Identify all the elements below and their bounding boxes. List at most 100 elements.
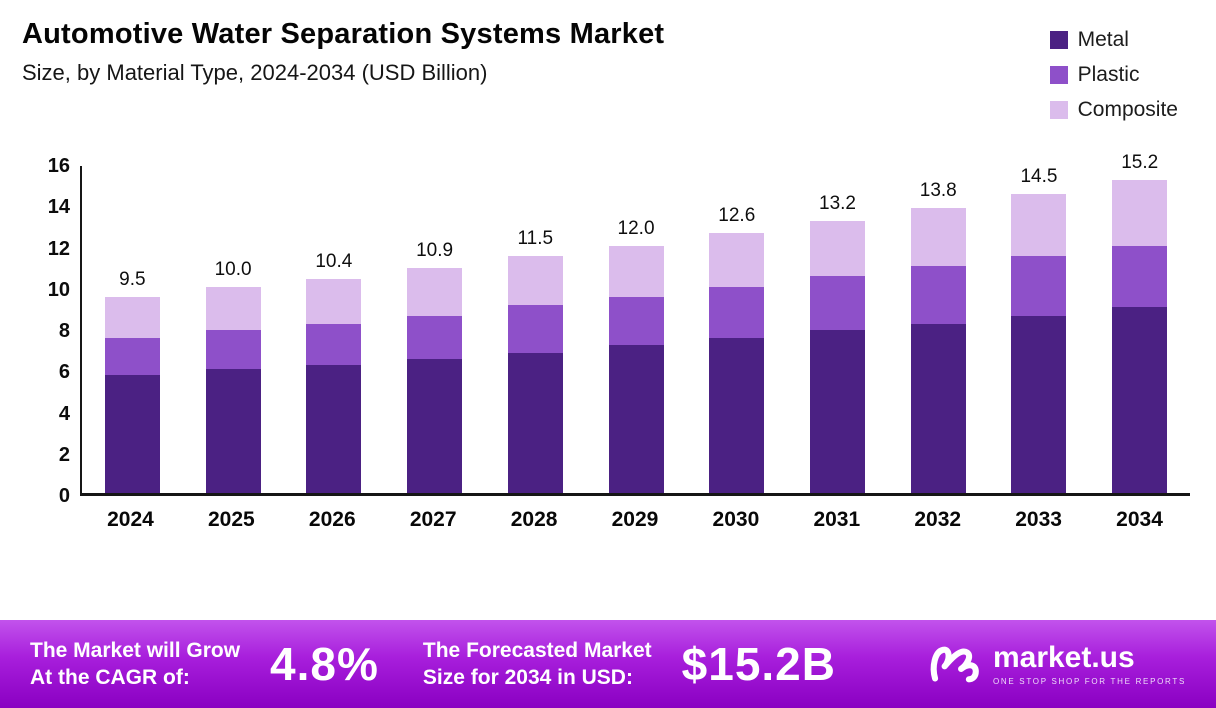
segment-plastic <box>709 286 765 339</box>
segment-composite <box>306 278 362 324</box>
bar-column: 12.0 <box>586 166 687 493</box>
cagr-label: The Market will Grow At the CAGR of: <box>30 637 240 692</box>
bar-total-label: 15.2 <box>1121 151 1159 173</box>
legend: Metal Plastic Composite <box>1049 28 1178 122</box>
cagr-label-line1: The Market will Grow <box>30 638 241 662</box>
segment-metal <box>104 375 160 493</box>
bar-total-label: 10.9 <box>416 240 454 262</box>
segment-plastic <box>1011 255 1067 316</box>
y-tick-label: 2 <box>58 443 70 466</box>
plot-area: 9.5 10.0 10.4 10.9 11.5 12.0 12.6 13.2 13.8 14.5 1… <box>80 152 1190 496</box>
segment-composite <box>608 245 664 298</box>
segment-composite <box>104 297 160 339</box>
legend-label-composite: Composite <box>1077 98 1178 121</box>
bar-total-label: 12.0 <box>617 217 655 239</box>
cagr-value: 4.8% <box>270 638 379 690</box>
x-tick-label: 2030 <box>712 508 760 531</box>
segment-composite <box>910 208 966 267</box>
legend-swatch-metal <box>1049 31 1068 49</box>
bar-total-label: 13.2 <box>819 192 856 214</box>
marketus-logo: market.us ONE STOP SHOP FOR THE REPORTS <box>929 640 1186 689</box>
bar-total-label: 11.5 <box>517 227 554 249</box>
marketus-logo-tagline: ONE STOP SHOP FOR THE REPORTS <box>992 676 1186 686</box>
stacked-bar <box>205 286 261 493</box>
y-tick-label: 16 <box>47 155 70 177</box>
page-title: Automotive Water Separation Systems Mark… <box>22 18 665 50</box>
segment-plastic <box>205 330 261 370</box>
stacked-bar <box>104 297 160 493</box>
stacked-bar <box>608 245 664 493</box>
bar-column: 10.4 <box>283 166 384 493</box>
legend-item-metal: Metal <box>1049 28 1178 52</box>
bar-column: 14.5 <box>989 166 1090 493</box>
bar-total-label: 9.5 <box>119 269 146 291</box>
bar-column: 10.9 <box>384 166 485 493</box>
segment-metal <box>910 323 966 493</box>
bar-total-label: 10.0 <box>214 258 252 280</box>
y-tick-label: 0 <box>58 485 70 507</box>
segment-plastic <box>910 266 966 324</box>
segment-composite <box>709 233 765 287</box>
x-tick-label: 2033 <box>1015 508 1062 531</box>
stacked-bar <box>1112 179 1168 493</box>
segment-composite <box>407 268 463 316</box>
segment-metal <box>306 365 362 493</box>
stacked-bar <box>709 233 765 493</box>
x-tick-label: 2025 <box>208 508 255 531</box>
segment-composite <box>810 220 865 277</box>
stacked-bar <box>1011 193 1067 493</box>
marketus-logo-text: market.us <box>992 640 1135 674</box>
legend-label-plastic: Plastic <box>1077 63 1140 86</box>
y-axis: 0 2 4 6 8 10 12 14 16 <box>30 156 80 506</box>
y-tick-label: 6 <box>58 361 70 384</box>
bar-column: 11.5 <box>485 166 586 493</box>
y-tick-label: 4 <box>58 402 70 425</box>
legend-swatch-plastic <box>1049 66 1068 84</box>
forecast-label-line1: The Forecasted Market <box>422 638 652 662</box>
bar-total-label: 13.8 <box>919 180 957 202</box>
bar-column: 9.5 <box>82 166 183 493</box>
bar-column: 12.6 <box>686 166 787 493</box>
x-tick-label: 2032 <box>914 508 962 531</box>
segment-composite <box>1011 193 1067 256</box>
x-axis: 2024 2025 2026 2027 2028 2029 2030 2031 2032 2033… <box>80 508 1190 532</box>
x-tick-label: 2024 <box>107 508 154 531</box>
bottom-banner: The Market will Grow At the CAGR of: 4.8… <box>0 620 1216 708</box>
forecast-label-line2: Size for 2034 in USD: <box>422 666 633 689</box>
legend-item-composite: Composite <box>1049 98 1178 122</box>
segment-composite <box>507 255 563 306</box>
segment-metal <box>205 369 261 493</box>
y-tick-label: 14 <box>47 196 70 219</box>
stacked-bar <box>810 220 865 493</box>
stacked-bar <box>306 278 362 493</box>
segment-plastic <box>104 338 160 376</box>
segment-plastic <box>810 276 865 331</box>
segment-metal <box>407 358 463 493</box>
x-tick-label: 2031 <box>813 508 861 531</box>
bar-total-label: 10.4 <box>315 250 353 272</box>
cagr-label-line2: At the CAGR of: <box>30 666 190 689</box>
bar-column: 13.2 <box>787 166 888 493</box>
marketus-logo-text-block: market.us ONE STOP SHOP FOR THE REPORTS <box>992 640 1186 686</box>
x-tick-label: 2034 <box>1116 508 1163 531</box>
segment-metal <box>1112 307 1168 493</box>
x-tick-label: 2027 <box>409 508 457 531</box>
segment-metal <box>507 352 563 493</box>
legend-item-plastic: Plastic <box>1049 63 1178 87</box>
x-tick-label: 2026 <box>308 508 356 531</box>
y-tick-label: 10 <box>47 278 70 301</box>
page-subtitle: Size, by Material Type, 2024-2034 (USD B… <box>22 60 488 85</box>
marketus-logo-icon <box>929 640 981 689</box>
stacked-bar <box>507 255 563 493</box>
segment-plastic <box>306 323 362 366</box>
forecast-label: The Forecasted Market Size for 2034 in U… <box>423 637 652 692</box>
x-tick-label: 2029 <box>611 508 659 531</box>
bar-total-label: 14.5 <box>1020 165 1058 187</box>
stacked-bar-chart: 0 2 4 6 8 10 12 14 16 9.5 10.0 10.4 10.9 11.5 12.0 12.… <box>0 152 1216 532</box>
bar-total-label: 12.6 <box>718 205 756 227</box>
segment-plastic <box>608 297 664 345</box>
chart-header: Automotive Water Separation Systems Mark… <box>0 0 1216 86</box>
bar-column: 10.0 <box>183 166 284 493</box>
segment-composite <box>1112 179 1168 246</box>
stacked-bar <box>407 268 463 493</box>
